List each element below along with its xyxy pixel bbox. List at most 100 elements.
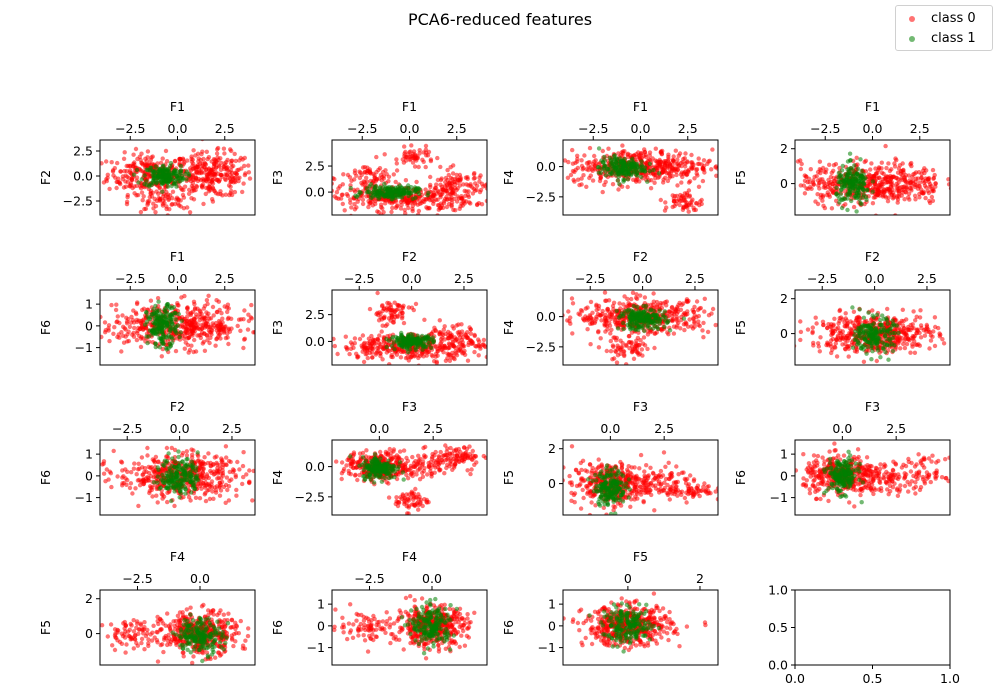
point-class-0 xyxy=(336,186,341,191)
point-class-0 xyxy=(111,173,116,178)
point-class-0 xyxy=(424,197,429,202)
point-class-0 xyxy=(288,317,292,321)
point-class-1 xyxy=(384,344,389,350)
point-class-0 xyxy=(132,325,137,331)
point-class-0 xyxy=(612,335,617,340)
x-axis-label: F1 xyxy=(170,249,185,264)
point-class-0 xyxy=(122,168,127,174)
point-class-0 xyxy=(465,176,470,181)
point-class-0 xyxy=(674,315,680,320)
point-class-0 xyxy=(880,192,886,198)
point-class-0 xyxy=(71,334,75,338)
point-class-0 xyxy=(365,355,370,361)
point-class-0 xyxy=(462,188,467,194)
point-class-1 xyxy=(397,183,403,188)
point-class-0 xyxy=(191,166,197,171)
point-class-0 xyxy=(431,192,437,197)
point-class-0 xyxy=(808,167,813,172)
point-class-0 xyxy=(375,312,381,318)
point-class-0 xyxy=(380,323,385,328)
point-class-0 xyxy=(476,201,482,206)
point-class-0 xyxy=(648,302,654,307)
point-class-0 xyxy=(392,300,397,305)
point-class-1 xyxy=(603,168,608,174)
point-class-0 xyxy=(929,194,935,200)
point-class-0 xyxy=(672,203,677,209)
point-class-0 xyxy=(179,187,185,192)
point-class-1 xyxy=(407,341,413,347)
point-class-0 xyxy=(827,162,832,167)
point-class-0 xyxy=(957,181,961,185)
point-class-0 xyxy=(477,179,482,184)
point-class-0 xyxy=(870,201,876,206)
point-class-0 xyxy=(226,341,231,347)
point-class-0 xyxy=(833,161,839,167)
point-class-1 xyxy=(645,179,650,184)
point-class-0 xyxy=(221,326,227,331)
point-class-0 xyxy=(451,355,456,361)
point-class-0 xyxy=(151,206,156,211)
point-class-0 xyxy=(888,188,893,193)
point-class-1 xyxy=(858,200,863,206)
point-class-0 xyxy=(820,177,825,182)
point-class-0 xyxy=(228,184,233,189)
point-class-0 xyxy=(644,160,649,166)
point-class-0 xyxy=(657,302,663,308)
point-class-0 xyxy=(912,193,918,198)
point-class-0 xyxy=(227,192,232,198)
point-class-1 xyxy=(596,146,602,151)
point-class-0 xyxy=(566,159,571,165)
point-class-0 xyxy=(963,188,967,192)
point-class-0 xyxy=(146,171,152,176)
point-class-0 xyxy=(211,172,216,177)
point-class-0 xyxy=(472,333,477,339)
point-class-0 xyxy=(141,194,146,199)
point-class-0 xyxy=(649,178,654,183)
point-class-0 xyxy=(671,331,677,336)
point-class-0 xyxy=(196,156,201,161)
point-class-0 xyxy=(349,205,354,210)
point-class-0 xyxy=(604,348,609,354)
point-class-0 xyxy=(222,304,227,309)
point-class-0 xyxy=(889,167,894,172)
point-class-1 xyxy=(164,169,169,174)
point-class-0 xyxy=(471,172,477,177)
point-class-1 xyxy=(139,177,144,182)
point-class-0 xyxy=(439,347,444,352)
point-class-0 xyxy=(461,182,466,187)
point-class-0 xyxy=(885,199,891,204)
point-class-0 xyxy=(496,189,500,193)
point-class-0 xyxy=(236,317,242,322)
point-class-0 xyxy=(658,197,663,203)
point-class-1 xyxy=(858,157,863,162)
point-class-0 xyxy=(377,176,382,181)
point-class-1 xyxy=(168,160,174,166)
x-tick-label: 0.0 xyxy=(402,271,422,286)
point-class-1 xyxy=(148,315,153,320)
point-class-1 xyxy=(615,178,620,183)
point-class-1 xyxy=(596,170,601,175)
point-class-0 xyxy=(603,298,608,303)
point-class-0 xyxy=(164,189,169,195)
point-class-0 xyxy=(854,155,859,160)
point-class-0 xyxy=(379,329,384,334)
point-class-0 xyxy=(202,303,208,309)
point-class-0 xyxy=(112,325,117,330)
point-class-0 xyxy=(470,185,475,190)
point-class-0 xyxy=(484,198,487,204)
point-class-0 xyxy=(682,156,687,161)
point-class-0 xyxy=(443,358,449,363)
point-class-0 xyxy=(239,166,244,171)
point-class-0 xyxy=(214,309,220,315)
point-class-0 xyxy=(568,172,574,178)
point-class-1 xyxy=(401,339,407,344)
point-class-0 xyxy=(468,331,473,336)
point-class-0 xyxy=(696,184,702,189)
point-class-0 xyxy=(173,158,178,164)
point-class-0 xyxy=(713,164,718,169)
point-class-1 xyxy=(174,184,179,189)
point-class-0 xyxy=(906,195,911,200)
point-class-0 xyxy=(147,194,152,200)
point-class-0 xyxy=(351,187,357,193)
point-class-0 xyxy=(189,159,194,164)
